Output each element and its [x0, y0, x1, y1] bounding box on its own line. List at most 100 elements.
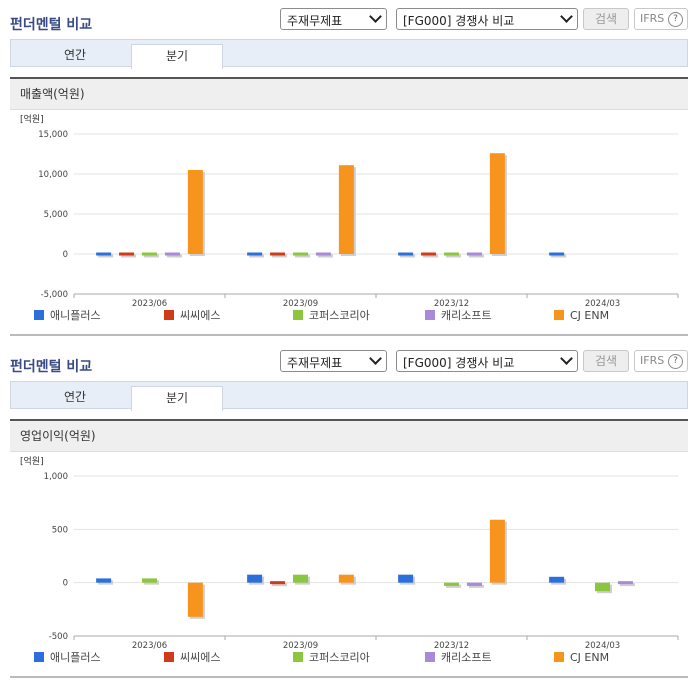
chevron-down-icon: [369, 10, 382, 23]
legend-label: 캐리소프트: [441, 309, 492, 322]
bar: [315, 252, 331, 256]
legend-swatch: [34, 310, 44, 320]
help-icon: ?: [668, 354, 683, 369]
bar-shadow: [295, 254, 310, 258]
tab-annual[interactable]: 연간: [63, 48, 87, 62]
panel-title: 펀더멘털 비교: [10, 359, 93, 375]
statement-type-select[interactable]: 주재무제표: [280, 350, 387, 372]
legend-swatch: [293, 310, 303, 320]
bar: [187, 582, 203, 617]
ifrs-label: IFRS: [640, 354, 665, 367]
peer-group-select[interactable]: [FG000] 경쟁사 비교: [396, 350, 578, 372]
bar: [595, 582, 610, 592]
y-unit-label: [억원]: [20, 455, 44, 467]
bar: [549, 576, 565, 583]
legend-label: 씨씨에스: [180, 309, 220, 322]
bar-shadow: [468, 254, 484, 258]
bar: [270, 252, 286, 256]
bar-shadow: [98, 254, 114, 258]
x-tick-label: 2023/06: [132, 641, 167, 651]
ifrs-button[interactable]: IFRS ?: [634, 8, 688, 30]
chevron-down-icon: [560, 352, 573, 365]
bar: [270, 581, 286, 585]
legend-swatch: [164, 310, 174, 320]
panel-title: 펀더멘털 비교: [10, 17, 93, 33]
bar-shadow: [272, 583, 288, 587]
y-tick-label: 500: [52, 525, 68, 535]
metric-label: 영업이익(억원): [10, 421, 688, 452]
peer-group-value: [FG000] 경쟁사 비교: [403, 356, 515, 370]
bar-shadow: [446, 254, 461, 258]
bar-shadow: [423, 254, 439, 258]
bar: [466, 252, 482, 256]
y-tick-label: 0: [63, 250, 68, 260]
bar: [96, 252, 112, 256]
legend-label: 코퍼스코리아: [309, 309, 370, 322]
bar: [617, 581, 633, 585]
chevron-down-icon: [369, 352, 382, 365]
legend-label: 애니플러스: [50, 309, 101, 322]
help-icon: ?: [668, 12, 683, 27]
fundamental-panel-operating-profit: 펀더멘털 비교 주재무제표 [FG000] 경쟁사 비교 검색 IFRS ? 연…: [0, 350, 696, 680]
bar-shadow: [166, 254, 182, 258]
statement-type-select[interactable]: 주재무제표: [280, 8, 387, 30]
bar-shadow: [121, 254, 137, 258]
bar: [398, 252, 414, 256]
bar: [142, 252, 157, 256]
x-tick-label: 2023/12: [434, 641, 469, 651]
x-tick-label: 2023/09: [283, 641, 318, 651]
chart-container: 매출액(억원) [억원] -5,000 0 5,000 10,000 15,000 2023…: [10, 77, 688, 336]
x-tick-label: 2023/09: [283, 299, 318, 309]
legend-swatch: [34, 652, 44, 662]
bar-shadow: [272, 254, 288, 258]
bar: [187, 170, 203, 254]
search-button[interactable]: 검색: [583, 350, 629, 372]
chevron-down-icon: [560, 10, 573, 23]
y-tick-label: 5,000: [44, 210, 68, 220]
y-unit-label: [억원]: [20, 113, 44, 125]
bar-shadow: [619, 583, 635, 587]
search-button[interactable]: 검색: [583, 8, 629, 30]
y-tick-label: -5,000: [41, 290, 68, 300]
bar-shadow: [317, 254, 333, 258]
bar: [444, 582, 459, 586]
bar: [489, 153, 505, 254]
legend-swatch: [554, 310, 564, 320]
chart-container: 영업이익(억원) [억원] -500 0 500 1,000 2023/06 2023/09…: [10, 419, 688, 678]
operating-profit-chart: [억원] -500 0 500 1,000 2023/06 2023/09 2023/12 20…: [20, 455, 679, 664]
tab-quarterly[interactable]: 분기: [131, 386, 223, 411]
y-tick-label: 1,000: [44, 472, 68, 482]
bar: [444, 252, 459, 256]
y-tick-label: 15,000: [38, 130, 68, 140]
tab-quarterly[interactable]: 분기: [131, 44, 223, 69]
period-tabs: 연간 분기: [10, 39, 688, 69]
bar-shadow: [249, 254, 265, 258]
legend-label: 애니플러스: [50, 651, 101, 664]
tab-annual[interactable]: 연간: [63, 390, 87, 404]
revenue-chart: [억원] -5,000 0 5,000 10,000 15,000 2023/06 2023/…: [20, 113, 679, 322]
bar-shadow: [400, 254, 416, 258]
fundamental-panel-revenue: 펀더멘털 비교 주재무제표 [FG000] 경쟁사 비교 검색 IFRS ? 연…: [0, 8, 696, 338]
bar: [398, 574, 414, 583]
metric-label: 매출액(억원): [10, 79, 688, 110]
statement-type-value: 주재무제표: [287, 356, 343, 370]
y-tick-label: 0: [63, 579, 68, 589]
bar-shadow: [551, 254, 567, 258]
legend-swatch: [554, 652, 564, 662]
period-tabs: 연간 분기: [10, 381, 688, 411]
y-tick-label: -500: [49, 632, 68, 642]
ifrs-label: IFRS: [640, 12, 665, 25]
bar: [247, 574, 263, 583]
ifrs-button[interactable]: IFRS ?: [634, 350, 688, 372]
bar: [164, 252, 180, 256]
bar: [338, 574, 354, 583]
bar: [119, 252, 135, 256]
statement-type-value: 주재무제표: [287, 14, 343, 28]
bar: [142, 578, 157, 583]
bar: [489, 519, 505, 583]
peer-group-select[interactable]: [FG000] 경쟁사 비교: [396, 8, 578, 30]
legend-swatch: [164, 652, 174, 662]
x-tick-label: 2023/06: [132, 299, 167, 309]
peer-group-value: [FG000] 경쟁사 비교: [403, 14, 515, 28]
bar-shadow: [144, 254, 159, 258]
